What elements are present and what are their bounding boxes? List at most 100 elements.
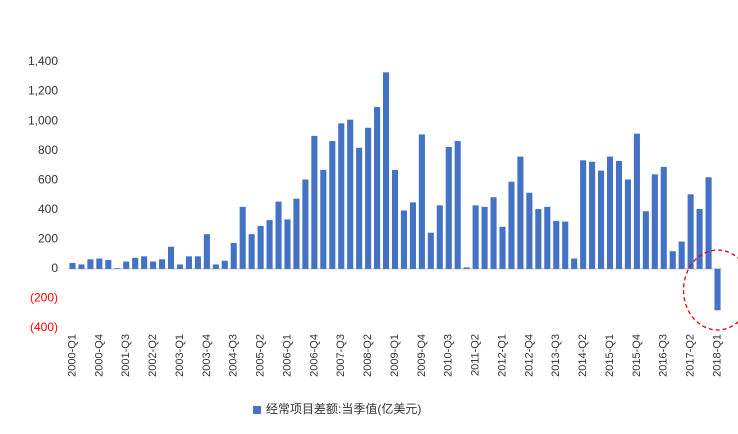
bar [517, 156, 524, 269]
x-tick-label: 2015-Q1 [604, 334, 616, 377]
bar [445, 146, 452, 269]
bar [526, 192, 533, 269]
x-tick-label: 2009-Q4 [416, 334, 428, 377]
x-tick-label: 2008-Q2 [362, 334, 374, 377]
bar [391, 169, 399, 269]
x-tick-label: 2000-Q1 [66, 334, 78, 377]
bar [678, 241, 685, 269]
legend-swatch [253, 406, 261, 414]
bar [499, 226, 506, 269]
bar [535, 209, 542, 269]
bar [651, 174, 658, 269]
bar [418, 134, 425, 269]
x-tick-label: 2006-Q1 [281, 334, 293, 377]
x-tick-label: 2018-Q1 [711, 334, 723, 377]
bar [266, 220, 273, 269]
bar [580, 160, 587, 269]
bar [87, 259, 94, 269]
bar [329, 141, 336, 269]
bar [562, 221, 569, 269]
bar [624, 179, 631, 269]
y-tick-label: 1,400 [28, 54, 58, 68]
bar [454, 141, 461, 269]
bar [114, 268, 121, 269]
bar [705, 177, 712, 269]
y-tick-label: 1,000 [28, 113, 58, 127]
bar [490, 197, 497, 269]
bar [544, 206, 551, 269]
x-tick-label: 2006-Q4 [308, 334, 320, 377]
x-tick-label: 2002-Q2 [147, 334, 159, 377]
bar [365, 127, 372, 269]
bar [338, 123, 345, 269]
bar [687, 194, 694, 269]
x-tick-label: 2003-Q4 [201, 334, 213, 377]
bar [221, 260, 228, 269]
bar [167, 246, 175, 269]
bar [123, 261, 130, 269]
y-tick-label: (200) [30, 291, 58, 305]
bar [284, 219, 291, 269]
x-tick-label: 2003-Q1 [174, 334, 186, 377]
bar [660, 166, 667, 269]
x-tick-label: 2004-Q3 [228, 334, 240, 377]
bar [427, 232, 434, 269]
x-tick-label: 2012-Q1 [496, 334, 508, 377]
bar [230, 243, 237, 269]
x-tick-label: 2007-Q3 [335, 334, 347, 377]
bar [311, 135, 318, 269]
bar [78, 264, 85, 269]
bar [436, 205, 443, 269]
bar [96, 258, 103, 269]
y-tick-label: 1,200 [28, 84, 58, 98]
bar [159, 259, 166, 269]
bar [589, 161, 596, 269]
bar [275, 201, 282, 269]
y-tick-label: 600 [38, 172, 58, 186]
bar [463, 267, 470, 269]
bar [257, 226, 264, 269]
bar [374, 107, 381, 269]
x-tick-label: 2005-Q2 [255, 334, 267, 377]
bar [320, 169, 327, 269]
bar [606, 156, 614, 269]
bar [248, 234, 255, 269]
bar [409, 202, 416, 269]
x-tick-label: 2017-Q2 [685, 334, 697, 377]
bar [132, 257, 139, 269]
bar [472, 205, 479, 269]
x-tick-label: 2001-Q3 [120, 334, 132, 377]
bar [696, 209, 703, 269]
bar [615, 161, 623, 269]
x-tick-label: 2013-Q3 [550, 334, 562, 377]
y-tick-label: (400) [30, 320, 58, 334]
bar [203, 234, 210, 269]
x-tick-label: 2009-Q1 [389, 334, 401, 377]
y-tick-label: 0 [51, 261, 58, 275]
bar [302, 179, 309, 269]
bar [508, 181, 515, 269]
bar [105, 260, 112, 269]
legend-label: 经常项目差额:当季值(亿美元) [266, 401, 421, 416]
bar [356, 147, 363, 269]
bar [382, 72, 390, 269]
bar [633, 133, 640, 269]
bar [598, 170, 605, 269]
x-tick-label: 2011-Q2 [470, 334, 482, 376]
bar [69, 262, 76, 269]
x-tick-label: 2014-Q2 [577, 334, 589, 377]
y-tick-label: 800 [38, 143, 58, 157]
bar [669, 251, 676, 269]
bar [141, 256, 148, 269]
y-tick-label: 200 [38, 232, 58, 246]
bar [642, 211, 649, 269]
highlight-ellipse [682, 249, 738, 331]
x-tick-label: 2015-Q4 [631, 334, 643, 377]
bar [347, 119, 354, 269]
bar [176, 264, 184, 269]
bar [400, 210, 408, 269]
bar [212, 264, 219, 269]
bar [239, 206, 246, 269]
bar [553, 220, 560, 269]
